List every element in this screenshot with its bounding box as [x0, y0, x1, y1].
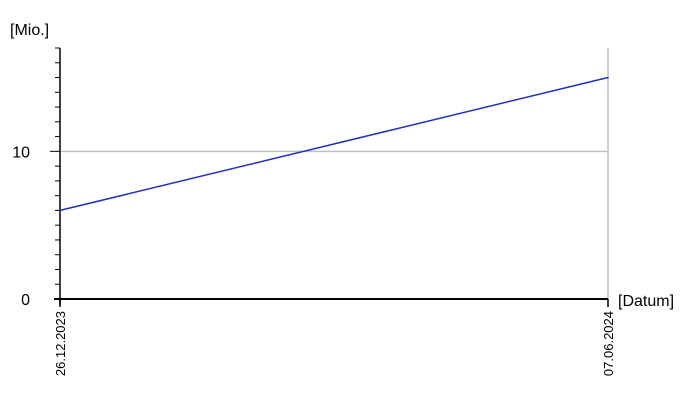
y-axis-label: [Mio.]: [10, 22, 49, 39]
series-point: [607, 76, 609, 79]
x-tick-label: 26.12.2023: [53, 311, 68, 376]
y-tick-label: 0: [21, 292, 30, 309]
series-point: [59, 209, 61, 212]
x-axis-label: [Datum]: [618, 293, 674, 310]
x-tick-label: 07.06.2024: [601, 311, 616, 376]
series-line: [59, 76, 609, 212]
axes: [50, 47, 609, 307]
grid-layer: [60, 48, 609, 299]
series-layer: [59, 76, 609, 212]
y-tick-label: 10: [12, 144, 30, 161]
tick-labels: 0 10 26.12.2023 07.06.2024: [12, 144, 616, 376]
